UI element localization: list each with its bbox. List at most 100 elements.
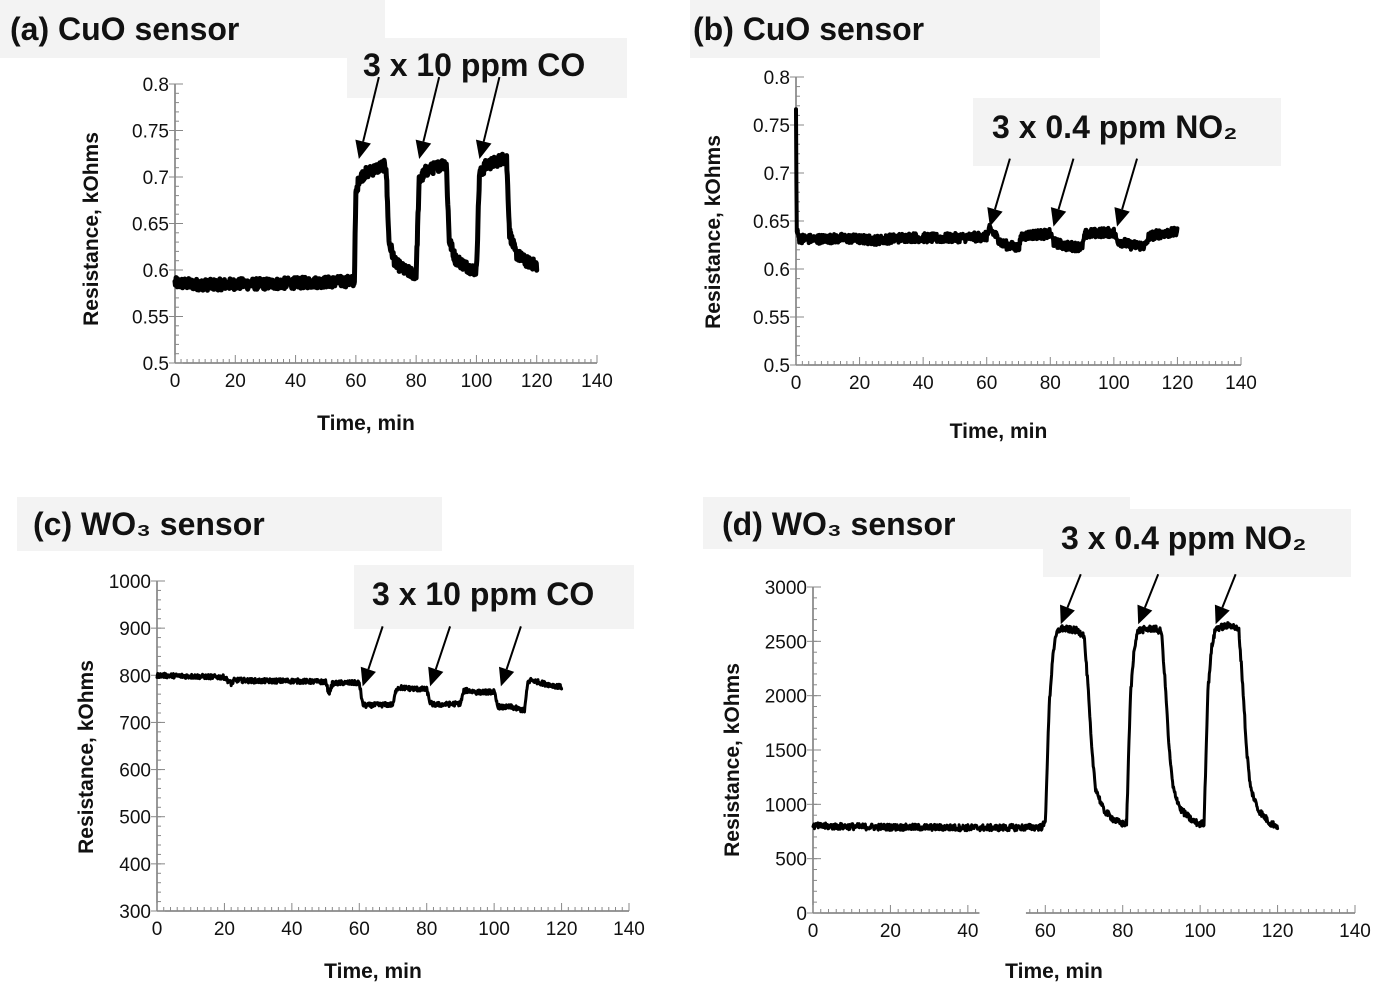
x-tick-label: 20 (225, 371, 246, 392)
y-tick-label: 400 (119, 855, 151, 876)
x-tick-label: 0 (152, 919, 163, 940)
annotation-label: 3 x 0.4 ppm NO₂ (992, 109, 1237, 145)
x-tick-label: 100 (461, 371, 493, 392)
y-axis-label: Resistance, kOhms (80, 132, 103, 326)
y-tick-label: 0.8 (764, 68, 790, 89)
annotation-arrow (422, 76, 441, 142)
x-tick-label: 40 (957, 921, 978, 942)
annotation-arrow (1221, 573, 1237, 608)
x-axis-break (979, 909, 1026, 919)
annotation-arrowhead (360, 666, 376, 687)
x-tick-label: 120 (1262, 921, 1294, 942)
y-tick-label: 3000 (765, 578, 807, 599)
x-tick-label: 20 (849, 373, 870, 394)
x-tick-label: 40 (281, 919, 302, 940)
y-tick-label: 0.6 (764, 260, 790, 281)
annotation-arrow (1066, 573, 1082, 608)
annotation-arrow (1121, 158, 1138, 210)
y-tick-label: 900 (119, 619, 151, 640)
y-tick-label: 0.55 (753, 308, 790, 329)
x-tick-label: 0 (808, 921, 819, 942)
annotation-arrow (1057, 158, 1075, 210)
annotation-arrowhead (355, 139, 371, 160)
y-tick-label: 600 (119, 761, 151, 782)
annotation-background (973, 98, 1281, 166)
annotation-arrowhead (1214, 604, 1230, 625)
y-tick-label: 1500 (765, 741, 807, 762)
chart-panel-b: (b) CuO sensor 0 20 40 60 80 100 120 140 0.5 0.55 0… (690, 0, 1281, 443)
y-tick-label: 500 (119, 808, 151, 829)
x-tick-label: 60 (1035, 921, 1056, 942)
annotation-arrow (367, 626, 384, 670)
x-tick-label: 100 (1098, 373, 1130, 394)
x-tick-label: 120 (521, 371, 553, 392)
y-axis-label: Resistance, kOhms (75, 660, 98, 854)
chart-title: (c) WO₃ sensor (33, 506, 265, 542)
annotation-arrow (994, 158, 1011, 210)
x-axis-label: Time, min (324, 960, 422, 983)
y-tick-label: 800 (119, 666, 151, 687)
y-tick-label: 0.8 (143, 75, 169, 96)
x-tick-label: 0 (170, 371, 181, 392)
annotation-label: 3 x 10 ppm CO (372, 576, 594, 612)
annotation-arrow (434, 626, 452, 670)
x-tick-label: 120 (1162, 373, 1194, 394)
chart-panel-a: (a) CuO sensor 0 20 40 60 80 100 120 140 0.5 0.55 0… (0, 0, 627, 435)
annotation-arrowhead (498, 666, 515, 687)
x-tick-label: 120 (546, 919, 578, 940)
data-series-line (794, 107, 1180, 254)
annotation-background (1043, 509, 1351, 577)
x-axis-label: Time, min (1005, 960, 1103, 983)
x-tick-label: 60 (345, 371, 366, 392)
y-tick-label: 0.7 (143, 168, 169, 189)
annotation-arrowhead (1060, 604, 1075, 625)
chart-panel-d: (d) WO₃ sensor 0 20 40 60 80 100 120 140 0 500 1000… (703, 497, 1371, 983)
y-axis-label: Resistance, kOhms (702, 135, 725, 329)
x-tick-label: 80 (1112, 921, 1133, 942)
x-tick-label: 40 (285, 371, 306, 392)
y-tick-label: 2500 (765, 632, 807, 653)
data-series-line (155, 671, 564, 714)
annotation-arrowhead (475, 139, 492, 160)
annotation-label: 3 x 0.4 ppm NO₂ (1061, 520, 1306, 556)
x-axis-label: Time, min (317, 412, 415, 435)
x-tick-label: 100 (1184, 921, 1216, 942)
annotation-arrowhead (987, 207, 1003, 227)
x-tick-label: 80 (416, 919, 437, 940)
y-tick-label: 2000 (765, 687, 807, 708)
y-tick-label: 0.55 (132, 308, 169, 329)
annotation-arrowhead (1050, 207, 1067, 227)
chart-panel-c: (c) WO₃ sensor 0 20 40 60 80 100 120 140 300 400 50… (17, 497, 645, 983)
title-background (0, 0, 385, 58)
data-series-line (811, 621, 1280, 833)
x-tick-label: 60 (976, 373, 997, 394)
title-background (17, 497, 442, 551)
x-tick-label: 40 (913, 373, 934, 394)
y-tick-label: 0 (796, 904, 807, 925)
annotation-background (347, 38, 627, 98)
x-axis-label: Time, min (950, 420, 1048, 443)
x-tick-label: 20 (880, 921, 901, 942)
annotation-label: 3 x 10 ppm CO (363, 47, 585, 83)
x-tick-label: 100 (478, 919, 510, 940)
x-tick-label: 0 (791, 373, 802, 394)
y-tick-label: 0.7 (764, 164, 790, 185)
annotation-arrowhead (428, 666, 444, 687)
x-tick-label: 140 (581, 371, 613, 392)
data-series-line (172, 151, 540, 293)
chart-title: (b) CuO sensor (693, 11, 924, 47)
x-tick-label: 80 (406, 371, 427, 392)
y-tick-label: 0.65 (753, 212, 790, 233)
y-axis-label: Resistance, kOhms (721, 663, 744, 857)
y-tick-label: 0.65 (132, 215, 169, 236)
annotation-arrowhead (415, 139, 432, 160)
y-tick-label: 300 (119, 902, 151, 923)
y-tick-label: 0.75 (753, 116, 790, 137)
title-background (690, 0, 1100, 58)
annotation-background (354, 565, 634, 629)
y-tick-label: 0.75 (132, 122, 169, 143)
x-tick-label: 60 (349, 919, 370, 940)
annotation-arrow (482, 76, 501, 142)
x-tick-label: 20 (214, 919, 235, 940)
x-tick-label: 140 (1339, 921, 1371, 942)
